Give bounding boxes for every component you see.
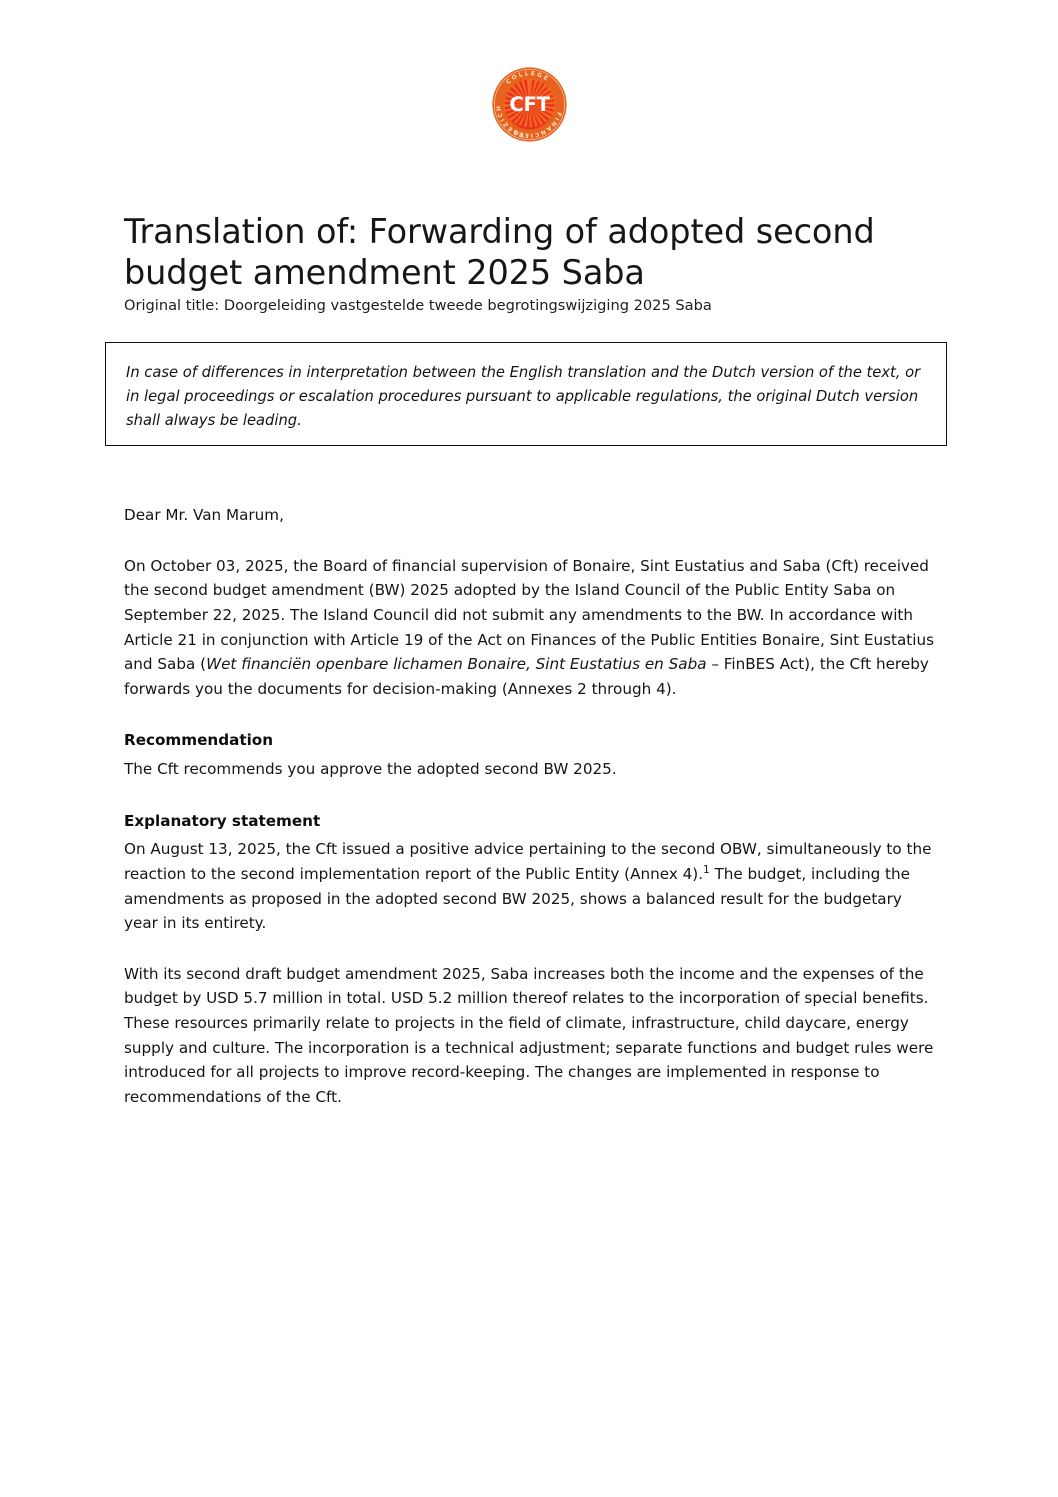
svg-text:CFT: CFT [509,93,550,116]
intro-part-2: – FinBES Act), the Cft hereby forwards y… [124,655,929,698]
explanatory-part-1: On August 13, 2025, the Cft issued a pos… [124,840,932,883]
footnote-marker: 1 [703,863,710,876]
recommendation-heading: Recommendation [124,731,274,750]
original-title: Original title: Doorgeleiding vastgestel… [124,297,712,314]
explanatory-paragraph-1: On August 13, 2025, the Cft issued a pos… [124,837,936,936]
intro-paragraph: On October 03, 2025, the Board of financ… [124,554,936,702]
disclaimer-text: In case of differences in interpretation… [126,364,921,429]
law-name-italic: Wet financiën openbare lichamen Bonaire,… [206,655,707,674]
cft-seal-icon: COLLEGE FINANCIEEL TOEZICHT CFT [490,65,567,142]
document-body: Dear Mr. Van Marum, On October 03, 2025,… [124,503,936,1125]
explanatory-heading: Explanatory statement [124,811,321,830]
explanatory-part-2: The budget, including the amendments as … [124,864,910,933]
page-title: Translation of: Forwarding of adopted se… [124,212,875,293]
salutation: Dear Mr. Van Marum, [124,506,284,524]
cft-seal-logo: COLLEGE FINANCIEEL TOEZICHT CFT [490,65,569,144]
disclaimer-box: In case of differences in interpretation… [105,342,947,446]
intro-part-1: On October 03, 2025, the Board of financ… [124,556,934,674]
logo-container: COLLEGE FINANCIEEL TOEZICHT CFT [0,65,1058,144]
recommendation-text: The Cft recommends you approve the adopt… [124,760,617,778]
explanatory-paragraph-2: With its second draft budget amendment 2… [124,964,934,1106]
